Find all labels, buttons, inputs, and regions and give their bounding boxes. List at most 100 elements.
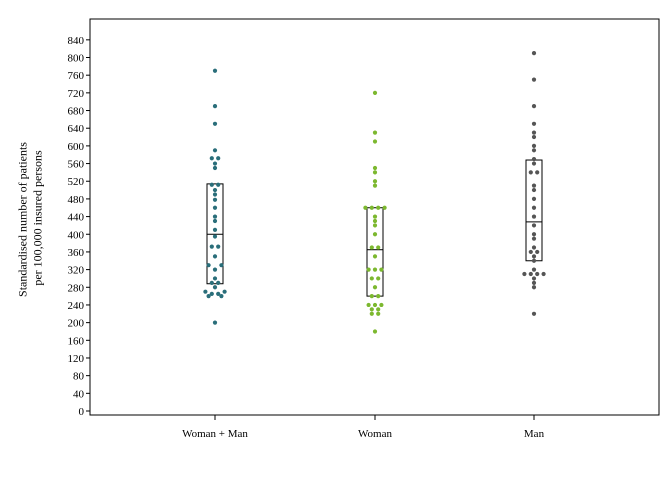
y-tick-label: 40: [73, 388, 85, 400]
data-point: [369, 276, 374, 281]
data-point: [212, 121, 218, 126]
data-point: [376, 294, 381, 299]
data-point: [531, 205, 537, 210]
data-point: [209, 280, 214, 285]
data-point: [212, 254, 218, 259]
data-point: [212, 104, 218, 109]
data-point: [531, 311, 537, 316]
data-point: [372, 90, 378, 95]
data-point: [372, 223, 378, 228]
data-point: [531, 236, 537, 241]
data-point: [212, 276, 218, 281]
y-tick-label: 640: [68, 123, 85, 135]
data-point: [531, 214, 537, 219]
y-axis-label: Standardised number of patients per 100,…: [16, 139, 45, 297]
x-tick-label: Man: [524, 428, 545, 440]
y-tick-label: 360: [68, 247, 85, 259]
data-point: [376, 311, 381, 316]
data-point: [372, 139, 378, 144]
data-point: [212, 234, 218, 239]
data-point: [219, 263, 224, 268]
y-tick-label: 680: [68, 106, 85, 118]
data-point: [209, 244, 214, 249]
y-tick-label: 800: [68, 53, 85, 65]
data-point: [531, 130, 537, 135]
data-point: [535, 249, 540, 255]
box-iqr: [366, 207, 384, 297]
x-axis: Woman + Man Woman Man: [182, 415, 545, 440]
data-point: [372, 130, 378, 135]
data-point: [372, 165, 378, 171]
data-point: [382, 205, 387, 210]
data-point: [212, 68, 218, 73]
data-point: [531, 157, 537, 162]
data-point: [372, 232, 378, 237]
data-point: [219, 294, 224, 299]
data-point: [372, 179, 378, 184]
data-point: [212, 285, 218, 290]
data-point: [216, 280, 221, 285]
data-point: [212, 148, 218, 153]
data-point: [212, 187, 218, 193]
data-point: [531, 187, 537, 193]
y-tick-label: 600: [68, 141, 85, 153]
data-point: [531, 121, 537, 126]
data-point: [379, 302, 384, 308]
y-tick-label: 0: [79, 406, 85, 418]
data-point: [528, 271, 533, 277]
data-point: [531, 223, 537, 228]
data-point: [535, 170, 540, 175]
data-point: [528, 170, 533, 175]
data-point: [379, 267, 384, 272]
data-point: [531, 143, 537, 148]
data-point: [212, 161, 218, 166]
data-point: [372, 267, 378, 272]
y-tick-label: 320: [68, 265, 85, 277]
data-point: [369, 205, 374, 210]
data-point: [531, 276, 537, 281]
data-point: [369, 311, 374, 316]
data-point: [376, 205, 381, 210]
data-point: [212, 205, 218, 210]
x-tick-label: Woman: [358, 428, 392, 440]
data-point: [372, 302, 378, 308]
data-point: [531, 161, 537, 166]
data-point: [531, 196, 537, 202]
data-point: [216, 156, 221, 161]
data-point: [531, 148, 537, 153]
y-tick-label: 400: [68, 229, 85, 241]
data-point: [376, 307, 381, 312]
data-point: [541, 271, 546, 277]
data-point: [209, 156, 214, 161]
data-point: [369, 245, 374, 250]
data-point: [212, 197, 218, 202]
data-point: [216, 244, 221, 249]
data-point: [372, 170, 378, 175]
data-point: [206, 294, 211, 299]
y-tick-label: 200: [68, 318, 85, 330]
data-point: [212, 320, 218, 325]
data-point: [366, 267, 371, 272]
data-point: [369, 307, 374, 312]
data-point: [372, 285, 378, 290]
data-point: [209, 291, 214, 297]
data-point: [366, 302, 371, 308]
data-point: [531, 254, 537, 259]
y-axis: 0 40 80 120 160 200 240 280 320 360 400 440 480 520 56…: [68, 35, 90, 418]
data-point: [531, 285, 537, 290]
data-point: [212, 227, 218, 232]
data-point: [531, 134, 537, 140]
data-point: [531, 232, 537, 237]
data-point: [369, 294, 374, 299]
data-point: [531, 104, 537, 109]
data-point: [212, 214, 218, 219]
y-tick-label: 720: [68, 88, 85, 100]
data-point: [531, 77, 537, 82]
x-tick-label: Woman + Man: [182, 428, 248, 440]
data-point: [222, 289, 227, 294]
y-tick-label: 760: [68, 70, 85, 82]
data-point: [203, 289, 208, 294]
data-point: [216, 291, 221, 297]
data-point: [531, 245, 537, 250]
